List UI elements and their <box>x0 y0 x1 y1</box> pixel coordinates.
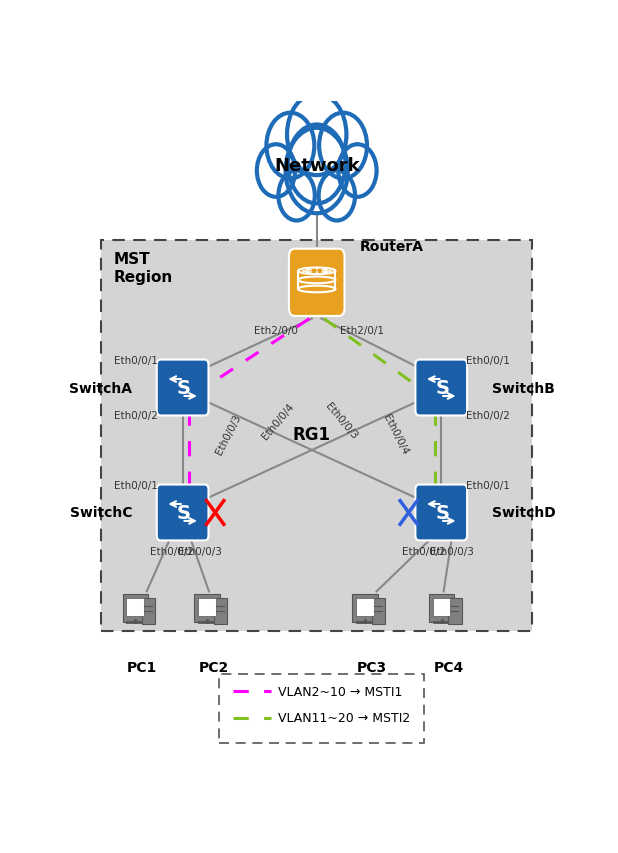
FancyBboxPatch shape <box>122 595 148 622</box>
Text: RG1: RG1 <box>293 425 331 443</box>
FancyBboxPatch shape <box>415 360 467 416</box>
FancyBboxPatch shape <box>429 595 454 622</box>
Text: S: S <box>436 379 450 397</box>
Circle shape <box>278 171 315 221</box>
FancyBboxPatch shape <box>101 241 532 631</box>
FancyBboxPatch shape <box>352 595 378 622</box>
Text: Eth0/0/2: Eth0/0/2 <box>402 546 446 556</box>
Circle shape <box>338 145 376 198</box>
FancyBboxPatch shape <box>289 249 344 316</box>
FancyBboxPatch shape <box>195 595 219 622</box>
FancyBboxPatch shape <box>214 598 227 624</box>
Circle shape <box>257 145 295 198</box>
Text: Eth0/0/1: Eth0/0/1 <box>466 356 510 366</box>
FancyBboxPatch shape <box>219 674 425 743</box>
Text: Eth0/0/1: Eth0/0/1 <box>466 481 510 490</box>
Text: Eth0/0/2: Eth0/0/2 <box>114 410 158 421</box>
Text: SwitchB: SwitchB <box>491 381 554 395</box>
Text: Eth0/0/3: Eth0/0/3 <box>430 546 474 556</box>
Text: Eth2/0/1: Eth2/0/1 <box>341 326 384 336</box>
Text: PC4: PC4 <box>433 660 464 675</box>
Text: VLAN11~20 → MSTI2: VLAN11~20 → MSTI2 <box>278 711 410 724</box>
Text: Eth2/0/0: Eth2/0/0 <box>254 326 298 336</box>
Text: SwitchD: SwitchD <box>491 506 556 519</box>
Text: PC2: PC2 <box>198 660 229 675</box>
Text: SwitchC: SwitchC <box>70 506 132 519</box>
Text: Eth0/0/3: Eth0/0/3 <box>323 401 358 441</box>
Text: Network: Network <box>274 157 360 175</box>
Circle shape <box>266 113 315 179</box>
FancyBboxPatch shape <box>157 360 208 416</box>
Text: VLAN2~10 → MSTI1: VLAN2~10 → MSTI1 <box>278 685 403 698</box>
FancyBboxPatch shape <box>415 485 467 541</box>
Text: Eth0/0/3: Eth0/0/3 <box>214 412 242 456</box>
Circle shape <box>319 113 367 179</box>
FancyBboxPatch shape <box>126 598 144 617</box>
Text: Eth0/0/2: Eth0/0/2 <box>466 410 510 421</box>
Text: Eth0/0/3: Eth0/0/3 <box>179 546 222 556</box>
FancyBboxPatch shape <box>198 598 216 617</box>
Text: Eth0/0/1: Eth0/0/1 <box>114 356 158 366</box>
Circle shape <box>319 171 355 221</box>
Text: Eth0/0/2: Eth0/0/2 <box>150 546 193 556</box>
Text: Eth0/0/4: Eth0/0/4 <box>381 412 410 456</box>
Text: PC3: PC3 <box>357 660 387 675</box>
Circle shape <box>286 129 348 214</box>
Text: S: S <box>177 503 191 522</box>
Text: Eth0/0/4: Eth0/0/4 <box>260 401 297 441</box>
FancyBboxPatch shape <box>142 598 155 624</box>
Text: MST
Region: MST Region <box>113 252 172 284</box>
FancyBboxPatch shape <box>449 598 462 624</box>
FancyBboxPatch shape <box>356 598 374 617</box>
FancyBboxPatch shape <box>433 598 451 617</box>
Text: S: S <box>177 379 191 397</box>
Text: Eth0/0/1: Eth0/0/1 <box>114 481 158 490</box>
Text: S: S <box>436 503 450 522</box>
Circle shape <box>287 95 347 176</box>
Text: PC1: PC1 <box>127 660 157 675</box>
Text: SwitchA: SwitchA <box>69 381 132 395</box>
FancyBboxPatch shape <box>372 598 385 624</box>
FancyBboxPatch shape <box>157 485 208 541</box>
Text: RouterA: RouterA <box>360 240 424 254</box>
Circle shape <box>288 125 345 204</box>
